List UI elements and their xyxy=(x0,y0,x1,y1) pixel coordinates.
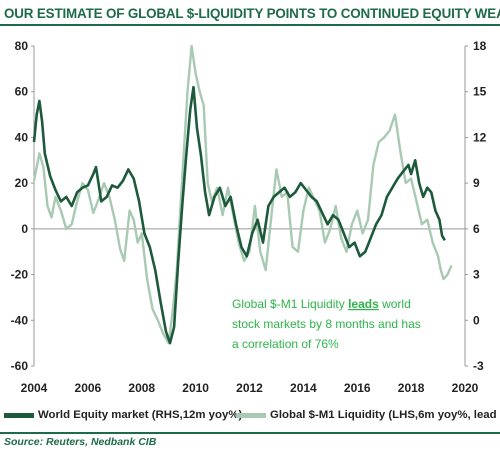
legend-label-equity: World Equity market (RHS,12m yoy%) xyxy=(38,409,243,421)
y-left-tick-label: 20 xyxy=(15,176,29,190)
y-right-tick-label: 0 xyxy=(473,313,480,327)
y-right-tick-label: 15 xyxy=(473,85,487,99)
footer-rule xyxy=(0,432,500,434)
x-tick-label: 2006 xyxy=(75,381,102,395)
chart-title: OUR ESTIMATE OF GLOBAL $-LIQUIDITY POINT… xyxy=(4,6,500,21)
annotation-leads: leads xyxy=(348,297,379,311)
legend-item-equity: World Equity market (RHS,12m yoy%) xyxy=(4,409,242,421)
y-right-tick-label: 6 xyxy=(473,222,480,236)
legend-swatch-equity xyxy=(4,412,34,418)
y-left-tick-label: 80 xyxy=(15,39,29,53)
annotation-line-1-post: world xyxy=(379,297,411,311)
x-tick-label: 2012 xyxy=(236,381,263,395)
y-right-tick-label: 9 xyxy=(473,176,480,190)
x-tick-label: 2008 xyxy=(128,381,155,395)
y-right-tick-label: 3 xyxy=(473,268,480,282)
series-layer xyxy=(32,44,453,345)
x-tick-label: 2010 xyxy=(182,381,209,395)
legend: World Equity market (RHS,12m yoy%) Globa… xyxy=(4,409,500,425)
x-tick-label: 2018 xyxy=(398,381,425,395)
legend-label-liquidity: Global $-M1 Liquidity (LHS,6m yoy%, lead… xyxy=(270,409,500,421)
annotation-line-1-pre: Global $-M1 Liquidity xyxy=(232,297,348,311)
y-left-tick-label: -20 xyxy=(11,268,29,282)
y-right-tick-label: 18 xyxy=(473,39,487,53)
legend-item-liquidity: Global $-M1 Liquidity (LHS,6m yoy%, lead… xyxy=(236,409,500,421)
title-rule xyxy=(0,24,500,26)
annotation-line-3: a correlation of 76% xyxy=(232,337,339,351)
y-left-tick-label: -40 xyxy=(11,313,29,327)
y-left-tick-label: 60 xyxy=(15,85,29,99)
equity-series-line xyxy=(32,85,446,345)
source-note: Source: Reuters, Nedbank CIB xyxy=(4,436,157,448)
annotation-line-1: Global $-M1 Liquidity leads world xyxy=(232,297,411,311)
y-right-tick-label: -3 xyxy=(473,359,484,373)
legend-swatch-liquidity xyxy=(236,412,266,418)
x-tick-label: 2016 xyxy=(344,381,371,395)
y-left-tick-label: -60 xyxy=(11,359,29,373)
x-tick-label: 2014 xyxy=(290,381,317,395)
x-tick-label: 2020 xyxy=(452,381,479,395)
y-right-tick-label: 12 xyxy=(473,130,487,144)
annotation-line-2: stock markets by 8 months and has xyxy=(232,317,421,331)
y-left-tick-label: 40 xyxy=(15,130,29,144)
axes: 80 60 40 20 0 -20 -40 -60 18 15 12 9 6 3 0 -3 2004 2006 20… xyxy=(11,39,487,395)
y-left-tick-label: 0 xyxy=(21,222,28,236)
x-tick-label: 2004 xyxy=(21,381,48,395)
